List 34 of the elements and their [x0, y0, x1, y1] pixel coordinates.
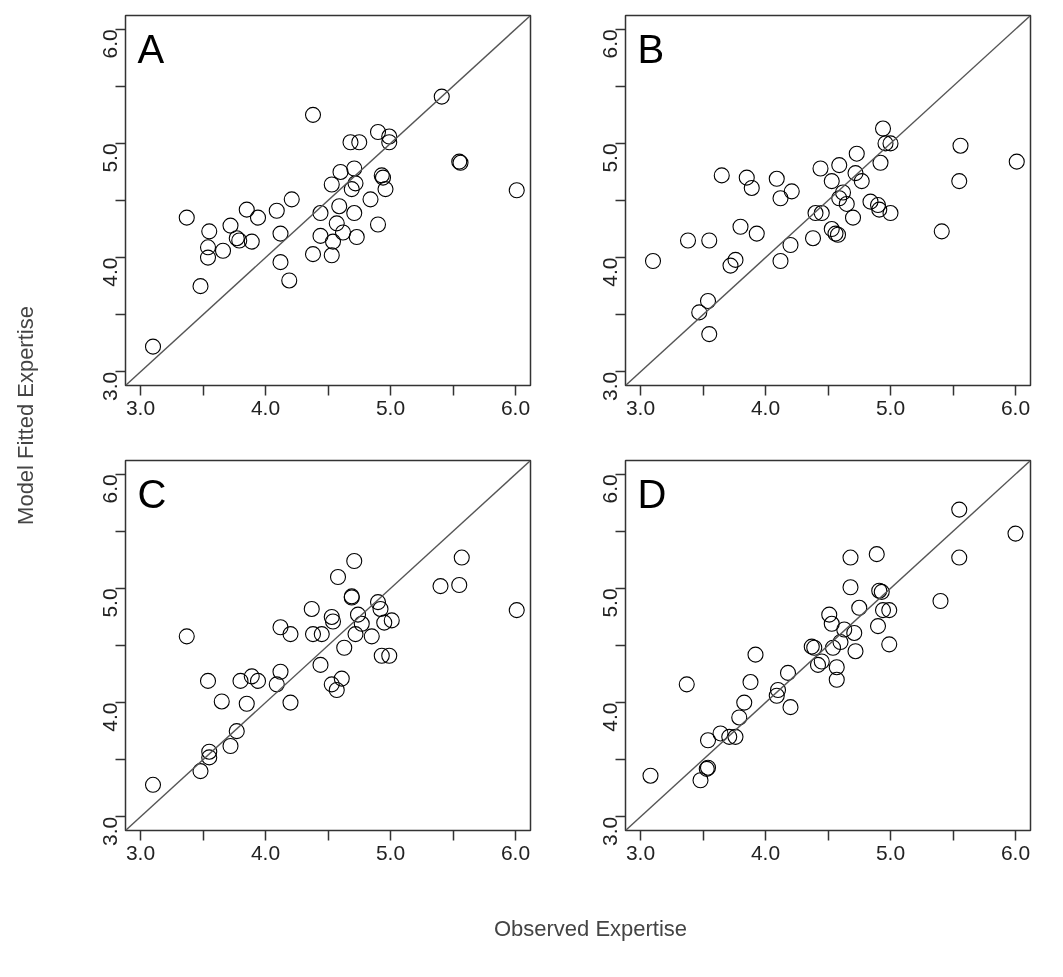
y-tick-label: 6.0 — [98, 29, 122, 59]
x-tick-label: 5.0 — [875, 840, 906, 864]
chart-title: A — [137, 26, 165, 71]
x-tick-label: 6.0 — [500, 395, 531, 419]
x-tick-label: 6.0 — [1000, 840, 1031, 864]
x-axis-title: Observed Expertise — [493, 915, 688, 941]
x-tick-label: 3.0 — [625, 840, 656, 864]
x-tick-label: 3.0 — [125, 840, 156, 864]
x-tick-label: 5.0 — [375, 840, 406, 864]
chart-title: B — [637, 26, 665, 71]
y-axis-title: Model Fitted Expertise — [13, 306, 38, 525]
y-tick-label: 5.0 — [98, 143, 122, 173]
y-tick-label: 4.0 — [598, 702, 622, 732]
y-tick-label: 4.0 — [98, 702, 122, 732]
y-tick-label: 6.0 — [598, 29, 622, 59]
y-tick-label: 4.0 — [98, 257, 122, 287]
x-tick-label: 4.0 — [250, 395, 281, 419]
chart-title: D — [637, 471, 667, 516]
x-tick-label: 4.0 — [750, 840, 781, 864]
y-tick-label: 4.0 — [598, 257, 622, 287]
x-tick-label: 5.0 — [875, 395, 906, 419]
x-tick-label: 3.0 — [125, 395, 156, 419]
y-tick-label: 6.0 — [598, 474, 622, 504]
x-tick-label: 6.0 — [1000, 395, 1031, 419]
y-tick-label: 5.0 — [598, 143, 622, 173]
x-tick-label: 6.0 — [500, 840, 531, 864]
chart-title: C — [137, 471, 167, 516]
x-tick-label: 4.0 — [750, 395, 781, 419]
x-tick-label: 5.0 — [375, 395, 406, 419]
y-tick-label: 6.0 — [98, 474, 122, 504]
y-tick-label: 5.0 — [598, 588, 622, 618]
x-tick-label: 3.0 — [625, 395, 656, 419]
x-tick-label: 4.0 — [250, 840, 281, 864]
y-tick-label: 5.0 — [98, 588, 122, 618]
